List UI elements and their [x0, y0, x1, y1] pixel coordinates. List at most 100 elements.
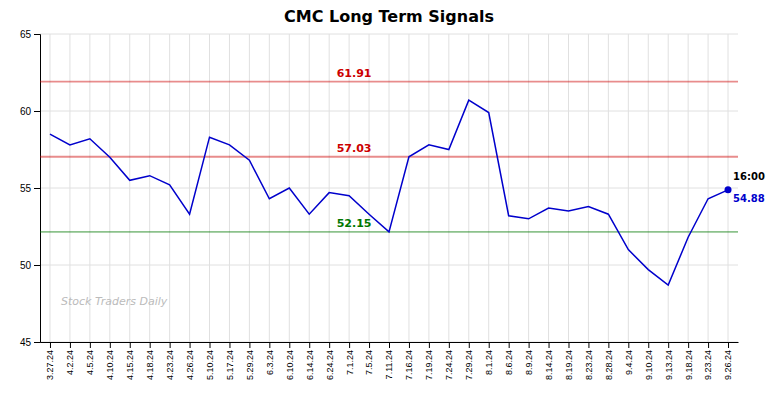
x-tick: 9.13.24 — [664, 342, 674, 380]
x-grid-line — [269, 34, 270, 342]
x-grid-line — [568, 34, 569, 342]
x-grid-line — [548, 34, 549, 342]
x-grid-line — [588, 34, 589, 342]
x-grid-line — [508, 34, 509, 342]
x-tick-mark — [210, 342, 211, 348]
x-tick-label: 8.14.24 — [544, 350, 554, 380]
x-tick-label: 4.18.24 — [145, 350, 155, 380]
x-grid-line — [668, 34, 669, 342]
x-grid-line — [209, 34, 210, 342]
x-tick-label: 4.23.24 — [165, 350, 175, 380]
x-tick-label: 7.19.24 — [424, 350, 434, 380]
x-tick: 4.15.24 — [125, 342, 135, 380]
x-tick-label: 6.10.24 — [285, 350, 295, 380]
x-tick-label: 3.27.24 — [45, 350, 55, 380]
x-tick-mark — [369, 342, 370, 348]
x-tick: 6.24.24 — [325, 342, 335, 380]
x-tick-mark — [469, 342, 470, 348]
x-tick-label: 9.26.24 — [723, 350, 733, 380]
y-tick-mark — [34, 265, 40, 266]
x-tick-mark — [668, 342, 669, 348]
x-tick-mark — [289, 342, 290, 348]
y-tick-label: 55 — [20, 183, 32, 194]
x-tick-mark — [568, 342, 569, 348]
x-tick-mark — [708, 342, 709, 348]
x-tick-label: 5.17.24 — [225, 350, 235, 380]
y-tick-mark — [34, 34, 40, 35]
x-tick-mark — [688, 342, 689, 348]
x-tick-mark — [50, 342, 51, 348]
y-tick-mark — [34, 342, 40, 343]
x-tick: 4.5.24 — [85, 342, 95, 375]
x-grid-line — [389, 34, 390, 342]
y-tick: 50 — [20, 260, 40, 271]
y-tick: 45 — [20, 337, 40, 348]
x-tick: 4.26.24 — [185, 342, 195, 380]
x-tick: 7.29.24 — [464, 342, 474, 380]
grid — [40, 34, 738, 342]
x-tick-label: 4.15.24 — [125, 350, 135, 380]
x-tick: 9.23.24 — [703, 342, 713, 380]
plot: 3.27.244.2.244.5.244.10.244.15.244.18.24… — [20, 29, 739, 380]
x-tick: 4.23.24 — [165, 342, 175, 380]
y-tick: 60 — [20, 106, 40, 117]
x-tick: 8.19.24 — [564, 342, 574, 380]
x-tick: 8.14.24 — [544, 342, 554, 380]
x-tick-label: 8.6.24 — [504, 350, 514, 375]
marks-inner — [40, 82, 738, 285]
x-tick-label: 9.10.24 — [644, 350, 654, 380]
x-tick-label: 9.4.24 — [624, 350, 634, 375]
x-tick-label: 5.10.24 — [205, 350, 215, 380]
title: CMC Long Term Signals — [284, 7, 494, 26]
x-grid-line — [189, 34, 190, 342]
x-tick: 7.19.24 — [424, 342, 434, 380]
x-tick: 7.5.24 — [364, 342, 374, 375]
x-grid-line — [229, 34, 230, 342]
x-grid-line — [249, 34, 250, 342]
x-tick: 9.4.24 — [624, 342, 634, 375]
x-tick-label: 7.16.24 — [404, 350, 414, 380]
x-tick: 7.16.24 — [404, 342, 414, 380]
x-tick-label: 8.9.24 — [524, 350, 534, 375]
x-tick-mark — [728, 342, 729, 348]
y-axis: 45 50 55 60 65 — [20, 29, 41, 348]
x-tick-mark — [588, 342, 589, 348]
x-tick: 7.11.24 — [384, 342, 394, 379]
last-point — [725, 186, 732, 193]
x-tick-mark — [509, 342, 510, 348]
x-tick: 4.2.24 — [65, 342, 75, 375]
x-tick-mark — [110, 342, 111, 348]
x-grid-line — [488, 34, 489, 342]
x-tick-label: 6.24.24 — [325, 350, 335, 380]
x-tick: 5.17.24 — [225, 342, 235, 380]
x-tick-label: 7.1.24 — [344, 350, 354, 375]
x-tick-label: 6.3.24 — [265, 350, 275, 375]
x-axis: 3.27.244.2.244.5.244.10.244.15.244.18.24… — [41, 342, 739, 380]
y-tick-label: 45 — [20, 337, 32, 348]
x-grid-line — [648, 34, 649, 342]
x-tick-label: 5.29.24 — [245, 350, 255, 380]
x-tick: 9.10.24 — [644, 342, 654, 380]
x-tick: 4.18.24 — [145, 342, 155, 380]
x-tick-mark — [429, 342, 430, 348]
x-tick-mark — [449, 342, 450, 348]
x-grid-line — [688, 34, 689, 342]
y-tick: 55 — [20, 183, 40, 194]
x-tick-mark — [269, 342, 270, 348]
y-tick-label: 60 — [20, 106, 32, 117]
y-tick-mark — [34, 188, 40, 189]
x-tick: 7.24.24 — [444, 342, 454, 380]
last-price-label: 54.88 — [733, 193, 765, 204]
x-tick-mark — [529, 342, 530, 348]
x-tick: 5.10.24 — [205, 342, 215, 380]
x-tick-label: 4.5.24 — [85, 350, 95, 375]
x-tick-mark — [409, 342, 410, 348]
x-tick-mark — [648, 342, 649, 348]
x-grid-line — [309, 34, 310, 342]
x-tick-label: 8.23.24 — [584, 350, 594, 380]
y-tick: 65 — [20, 29, 40, 40]
x-tick: 8.23.24 — [584, 342, 594, 380]
x-grid-line — [448, 34, 449, 342]
x-tick: 8.6.24 — [504, 342, 514, 375]
x-tick-label: 7.5.24 — [364, 350, 374, 375]
